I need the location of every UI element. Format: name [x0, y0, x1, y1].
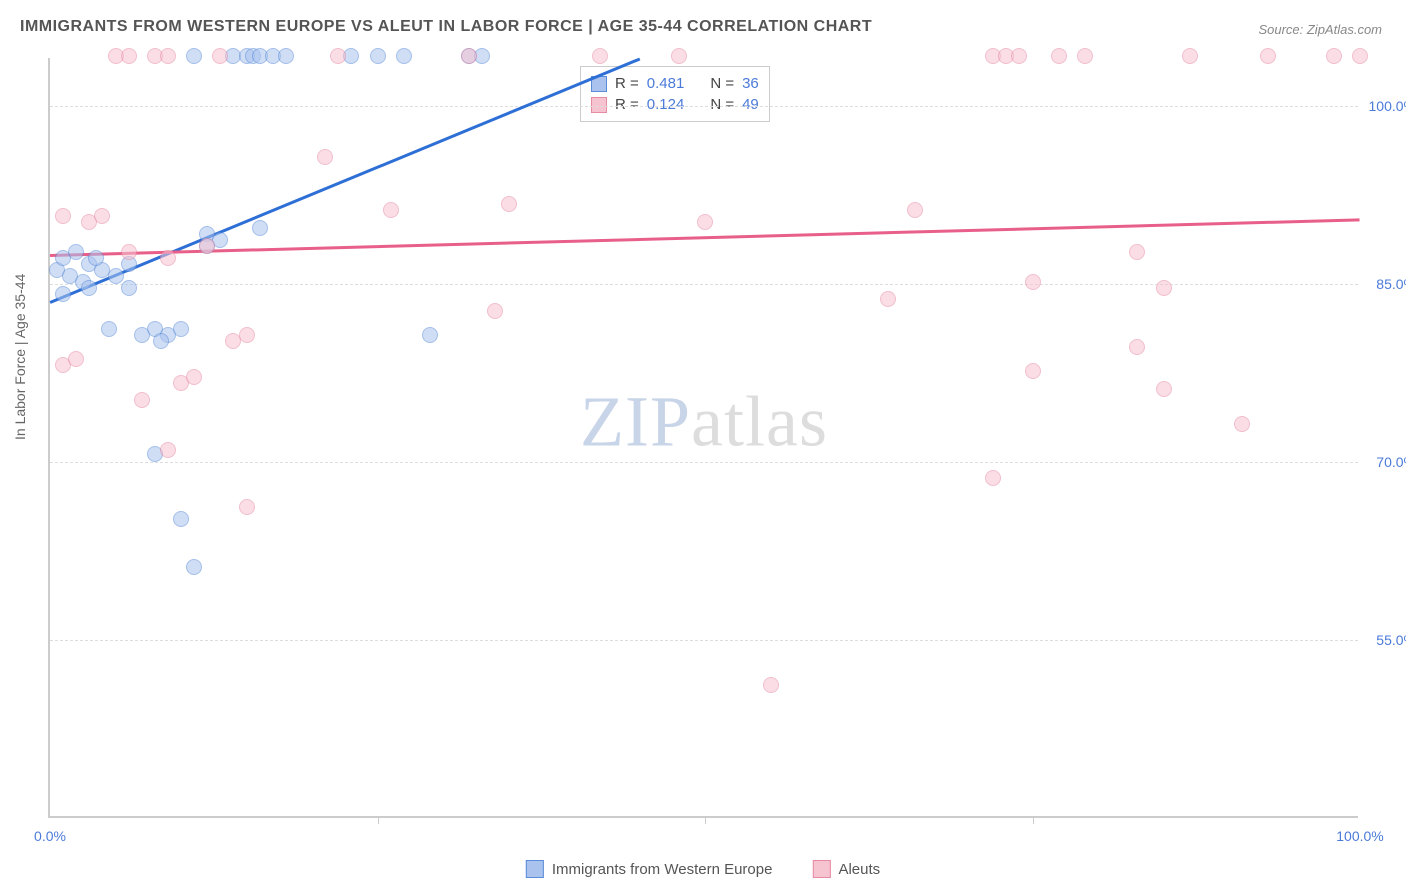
data-point	[1129, 244, 1145, 260]
data-point	[55, 286, 71, 302]
legend-swatch-icon	[526, 860, 544, 878]
data-point	[1025, 363, 1041, 379]
data-point	[153, 333, 169, 349]
trend-line	[50, 58, 640, 304]
data-point	[212, 48, 228, 64]
data-point	[160, 48, 176, 64]
data-point	[68, 244, 84, 260]
xtick-label: 100.0%	[1336, 828, 1383, 844]
data-point	[1051, 48, 1067, 64]
data-point	[1182, 48, 1198, 64]
r-value-2: 0.124	[647, 96, 685, 113]
data-point	[1077, 48, 1093, 64]
stats-row-series2: R = 0.124 N = 49	[591, 94, 759, 115]
data-point	[1129, 339, 1145, 355]
data-point	[461, 48, 477, 64]
data-point	[173, 321, 189, 337]
data-point	[1156, 381, 1172, 397]
plot-area: ZIPatlas R = 0.481 N = 36 R = 0.124 N = …	[48, 58, 1358, 818]
n-label: N =	[710, 75, 734, 92]
data-point	[108, 268, 124, 284]
ytick-label: 55.0%	[1364, 632, 1406, 648]
stats-row-series1: R = 0.481 N = 36	[591, 73, 759, 94]
gridline	[50, 462, 1358, 463]
legend-label-2: Aleuts	[838, 861, 880, 878]
data-point	[68, 351, 84, 367]
r-label: R =	[615, 96, 639, 113]
xtick-mark	[378, 816, 379, 824]
data-point	[186, 369, 202, 385]
data-point	[225, 333, 241, 349]
data-point	[487, 303, 503, 319]
data-point	[121, 244, 137, 260]
n-value-2: 49	[742, 96, 759, 113]
chart-title: IMMIGRANTS FROM WESTERN EUROPE VS ALEUT …	[20, 18, 872, 36]
data-point	[134, 327, 150, 343]
legend-swatch-icon	[812, 860, 830, 878]
ytick-label: 100.0%	[1364, 98, 1406, 114]
data-point	[396, 48, 412, 64]
data-point	[252, 220, 268, 236]
data-point	[1025, 274, 1041, 290]
data-point	[94, 208, 110, 224]
data-point	[697, 214, 713, 230]
data-point	[1260, 48, 1276, 64]
data-point	[173, 511, 189, 527]
data-point	[88, 250, 104, 266]
legend-item-series2: Aleuts	[812, 860, 880, 878]
legend-item-series1: Immigrants from Western Europe	[526, 860, 773, 878]
data-point	[1326, 48, 1342, 64]
gridline	[50, 640, 1358, 641]
r-value-1: 0.481	[647, 75, 685, 92]
data-point	[1234, 416, 1250, 432]
data-point	[160, 250, 176, 266]
data-point	[907, 202, 923, 218]
data-point	[880, 291, 896, 307]
source-label: Source: ZipAtlas.com	[1258, 22, 1382, 37]
data-point	[1156, 280, 1172, 296]
data-point	[121, 280, 137, 296]
data-point	[199, 238, 215, 254]
legend-swatch-icon	[591, 97, 607, 113]
data-point	[370, 48, 386, 64]
data-point	[422, 327, 438, 343]
watermark: ZIPatlas	[580, 380, 828, 463]
ytick-label: 70.0%	[1364, 454, 1406, 470]
data-point	[134, 392, 150, 408]
correlation-stats-box: R = 0.481 N = 36 R = 0.124 N = 49	[580, 66, 770, 122]
data-point	[1352, 48, 1368, 64]
data-point	[671, 48, 687, 64]
gridline	[50, 106, 1358, 107]
n-label: N =	[710, 96, 734, 113]
data-point	[186, 48, 202, 64]
data-point	[101, 321, 117, 337]
xtick-mark	[1033, 816, 1034, 824]
data-point	[763, 677, 779, 693]
data-point	[592, 48, 608, 64]
data-point	[383, 202, 399, 218]
data-point	[1011, 48, 1027, 64]
bottom-legend: Immigrants from Western Europe Aleuts	[526, 860, 880, 878]
data-point	[239, 499, 255, 515]
xtick-label: 0.0%	[34, 828, 66, 844]
data-point	[501, 196, 517, 212]
data-point	[330, 48, 346, 64]
xtick-mark	[705, 816, 706, 824]
data-point	[186, 559, 202, 575]
data-point	[985, 470, 1001, 486]
y-axis-label: In Labor Force | Age 35-44	[12, 274, 28, 440]
data-point	[160, 442, 176, 458]
n-value-1: 36	[742, 75, 759, 92]
data-point	[278, 48, 294, 64]
legend-label-1: Immigrants from Western Europe	[552, 861, 773, 878]
ytick-label: 85.0%	[1364, 276, 1406, 292]
r-label: R =	[615, 75, 639, 92]
data-point	[81, 280, 97, 296]
data-point	[317, 149, 333, 165]
data-point	[121, 48, 137, 64]
data-point	[55, 208, 71, 224]
